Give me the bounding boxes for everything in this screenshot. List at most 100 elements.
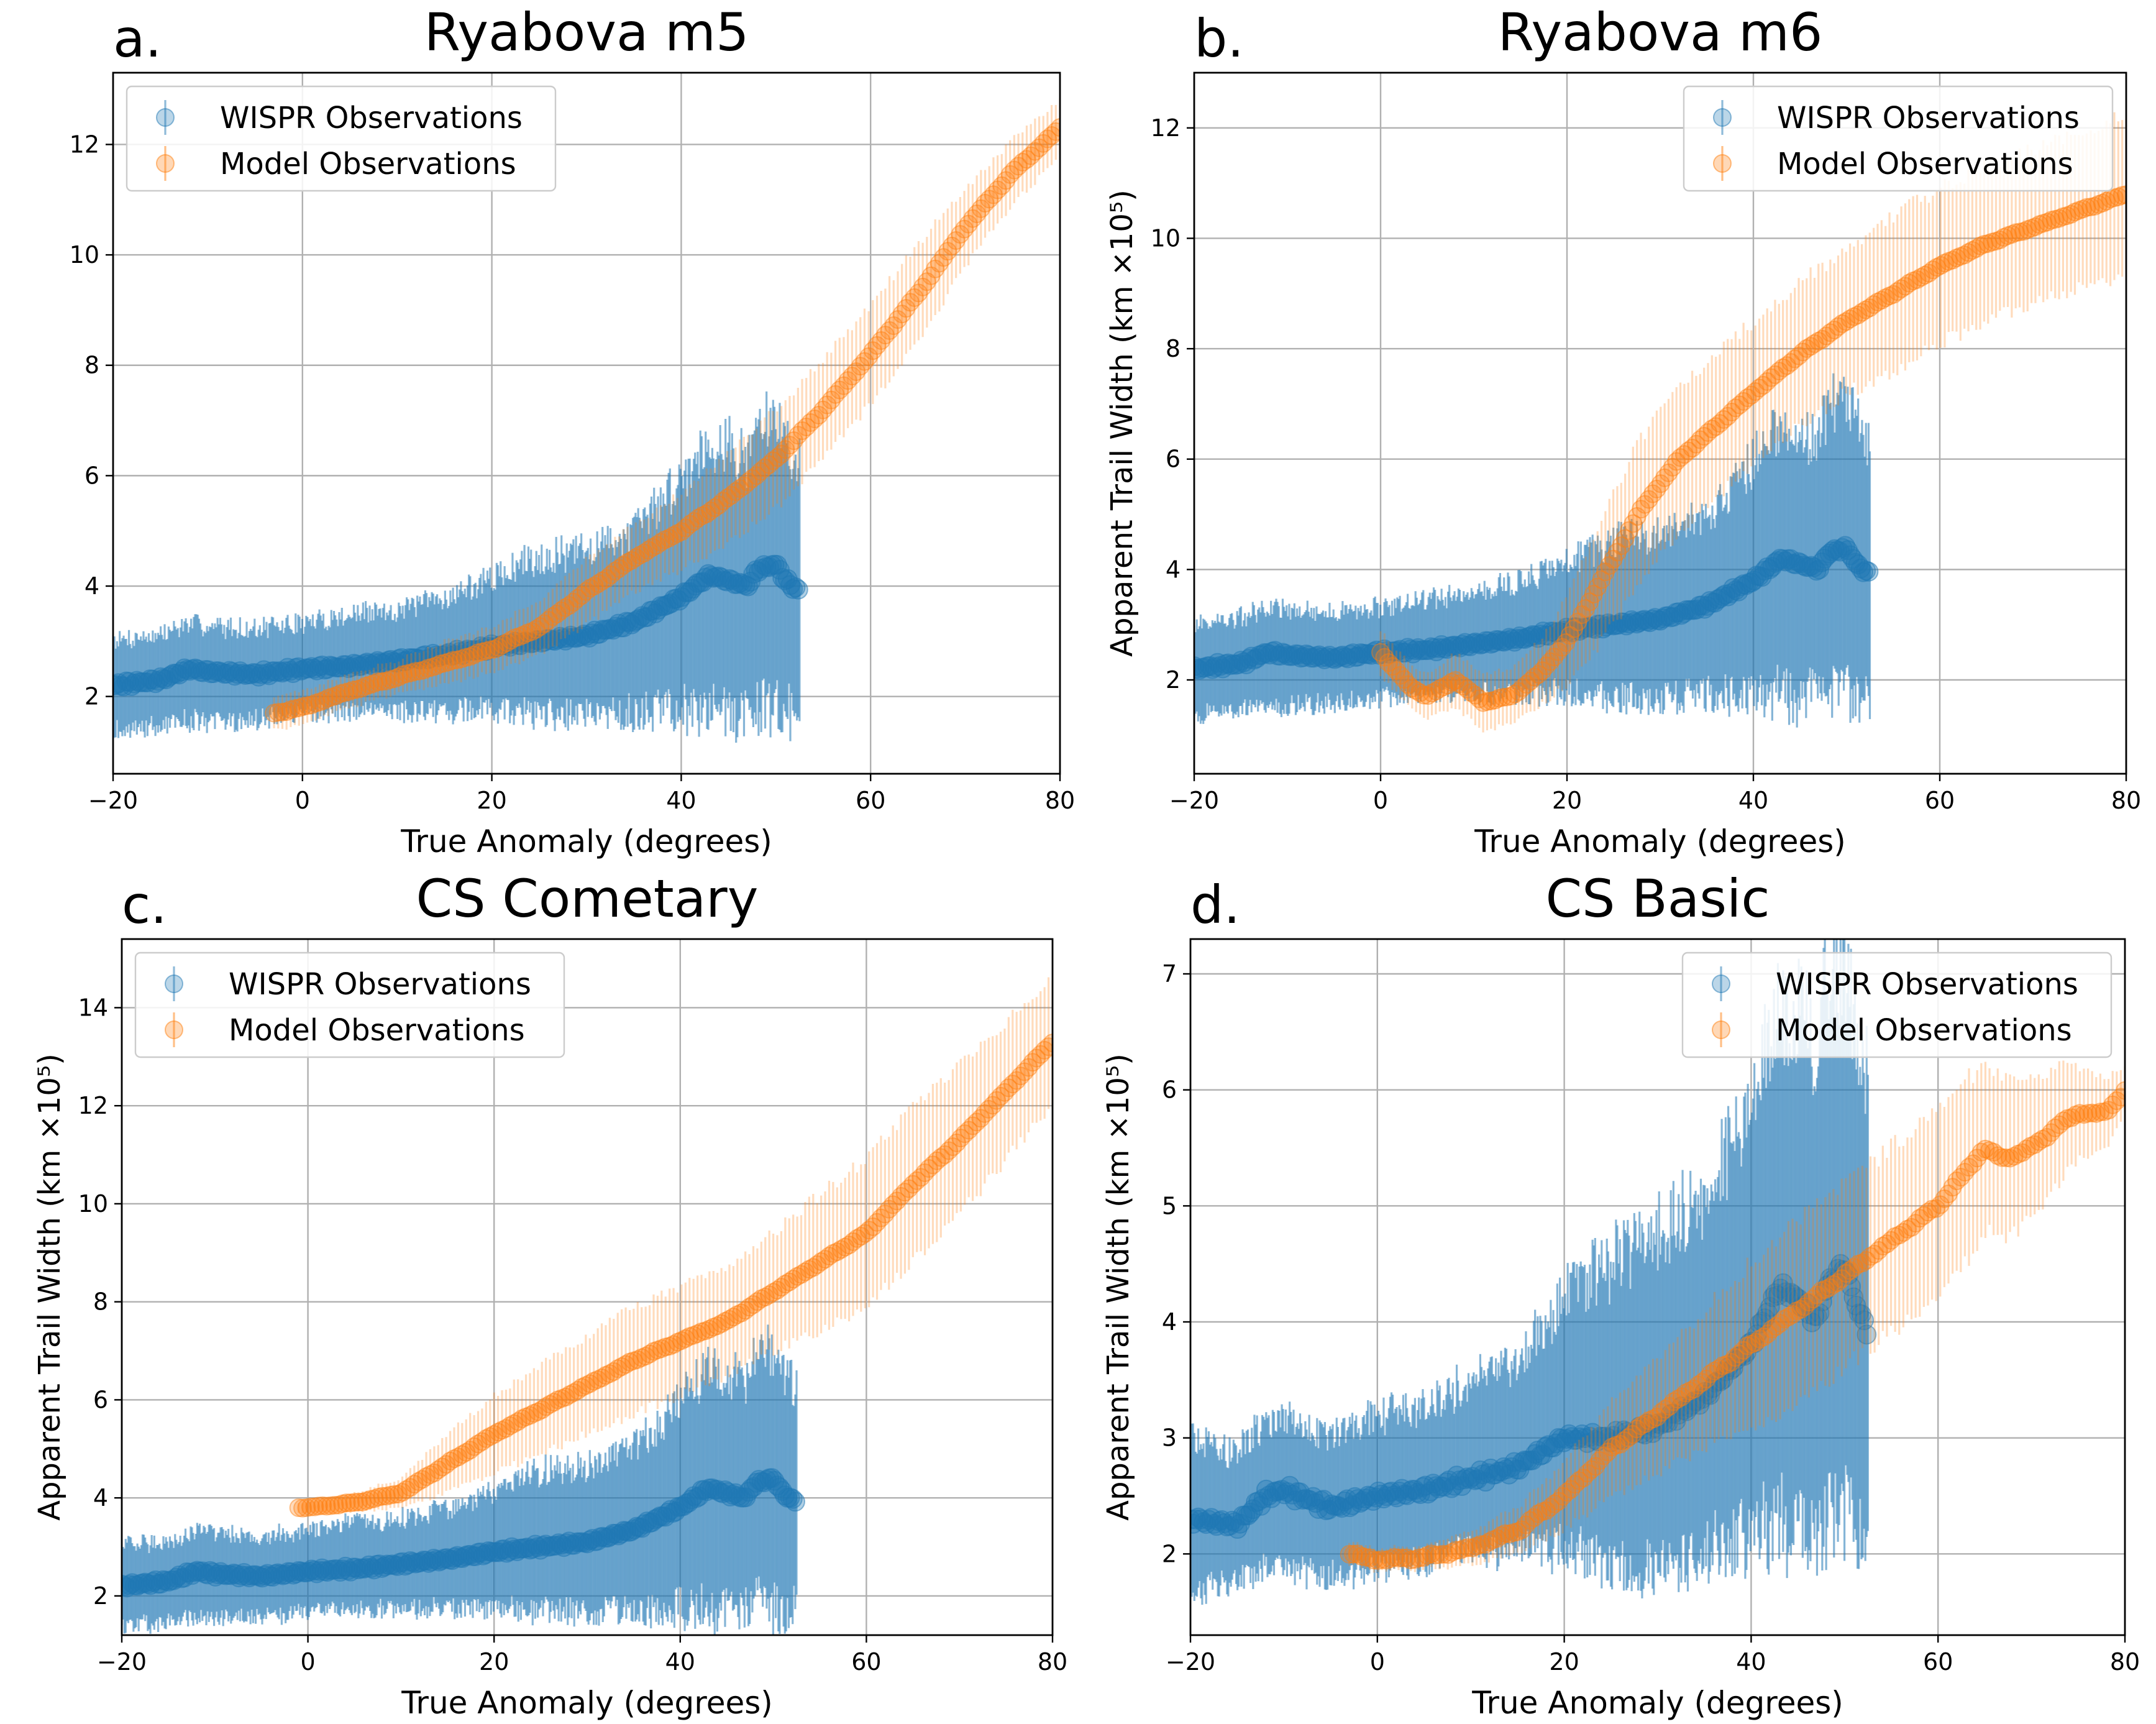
data-point xyxy=(651,533,670,552)
data-point xyxy=(1718,406,1737,426)
data-point xyxy=(1442,672,1461,692)
data-point xyxy=(472,1432,491,1451)
data-point xyxy=(1910,1209,1929,1228)
data-point xyxy=(1947,1171,1966,1191)
data-point xyxy=(341,1493,360,1513)
data-point xyxy=(1766,1317,1786,1336)
data-point xyxy=(1019,1058,1038,1077)
data-point xyxy=(963,209,982,228)
data-point xyxy=(314,691,334,710)
data-point xyxy=(1039,1037,1053,1057)
data-point xyxy=(488,1423,508,1442)
data-point xyxy=(884,316,903,336)
data-point xyxy=(481,640,500,659)
markers xyxy=(1190,1254,1877,1539)
data-point xyxy=(809,405,828,424)
markers xyxy=(289,1034,1053,1518)
errorbars xyxy=(1190,939,1869,1605)
data-point xyxy=(1793,342,1812,362)
data-point xyxy=(955,1124,974,1144)
data-point xyxy=(1742,385,1761,405)
markers xyxy=(1371,185,2126,712)
data-point xyxy=(460,647,479,666)
data-point xyxy=(393,665,413,684)
data-point xyxy=(1389,1548,1408,1567)
data-point xyxy=(1000,165,1020,184)
data-point xyxy=(1344,1544,1363,1564)
data-point xyxy=(1504,1523,1523,1543)
data-point xyxy=(293,1498,313,1518)
data-point xyxy=(1963,241,1982,260)
data-point xyxy=(298,696,317,715)
data-point xyxy=(1779,1308,1798,1327)
data-point xyxy=(1758,372,1777,391)
data-point xyxy=(1643,1410,1663,1429)
data-point xyxy=(2009,1144,2028,1163)
data-point xyxy=(531,617,550,636)
data-point xyxy=(333,1494,352,1513)
data-point xyxy=(1660,1396,1679,1416)
data-point xyxy=(776,440,795,459)
data-point xyxy=(892,1187,911,1206)
data-point xyxy=(1943,1178,1962,1197)
data-point xyxy=(1422,684,1441,703)
y-tick-label: 2 xyxy=(1162,1540,1177,1567)
data-point xyxy=(2012,1143,2032,1162)
data-point xyxy=(1694,426,1714,446)
data-point xyxy=(913,277,933,296)
data-point xyxy=(1726,398,1745,418)
data-point xyxy=(1553,638,1572,657)
data-point xyxy=(1807,1285,1827,1304)
data-point xyxy=(2025,1135,2044,1154)
data-point xyxy=(265,704,284,723)
data-point xyxy=(788,426,808,445)
data-point xyxy=(915,1163,934,1182)
data-point xyxy=(1017,150,1036,169)
data-point xyxy=(572,1378,592,1397)
x-tick-label: 20 xyxy=(479,1648,509,1676)
data-point xyxy=(2062,1108,2081,1127)
data-point xyxy=(648,1341,667,1360)
data-point xyxy=(600,1364,619,1383)
y-tick-label: 10 xyxy=(70,241,99,268)
legend-marker xyxy=(165,1020,183,1039)
data-point xyxy=(1642,1423,1663,1443)
x-tick-label: 20 xyxy=(1549,1648,1579,1676)
data-point xyxy=(676,518,695,538)
data-point xyxy=(465,1437,484,1456)
data-point xyxy=(1705,1361,1724,1380)
data-point xyxy=(1556,633,1576,652)
data-point xyxy=(368,672,388,692)
data-point xyxy=(437,1455,456,1474)
data-point xyxy=(1884,285,1903,304)
data-point xyxy=(500,1416,519,1436)
data-point xyxy=(704,1318,723,1337)
y-axis-label: Apparent Trail Width (km ×10⁵) xyxy=(1105,190,1140,657)
data-point xyxy=(880,321,899,340)
data-point xyxy=(1418,686,1438,705)
data-point xyxy=(843,367,862,386)
data-point xyxy=(1906,1214,1925,1233)
data-point xyxy=(539,610,558,630)
series-model xyxy=(265,98,1060,730)
data-point xyxy=(1043,1034,1053,1053)
data-point xyxy=(701,501,720,520)
data-point xyxy=(1758,1324,1778,1344)
data-point xyxy=(396,1480,416,1499)
data-point xyxy=(1820,1278,1839,1297)
data-point xyxy=(1606,1436,1625,1455)
data-point xyxy=(535,614,554,633)
data-point xyxy=(2058,1109,2077,1128)
data-point xyxy=(2086,1104,2106,1123)
data-point xyxy=(568,589,587,608)
y-tick-label: 3 xyxy=(1162,1424,1177,1452)
data-point xyxy=(1474,693,1493,712)
markers xyxy=(122,1468,805,1598)
data-point xyxy=(1918,1203,1937,1222)
data-point xyxy=(980,190,999,209)
ticks: −20 0 20 40 60 80 2 4 6 8 10 12 14 xyxy=(78,994,1068,1676)
x-tick-label: 40 xyxy=(1736,1648,1766,1676)
data-point xyxy=(875,1204,895,1224)
data-point xyxy=(785,577,806,598)
data-point xyxy=(1635,495,1655,514)
